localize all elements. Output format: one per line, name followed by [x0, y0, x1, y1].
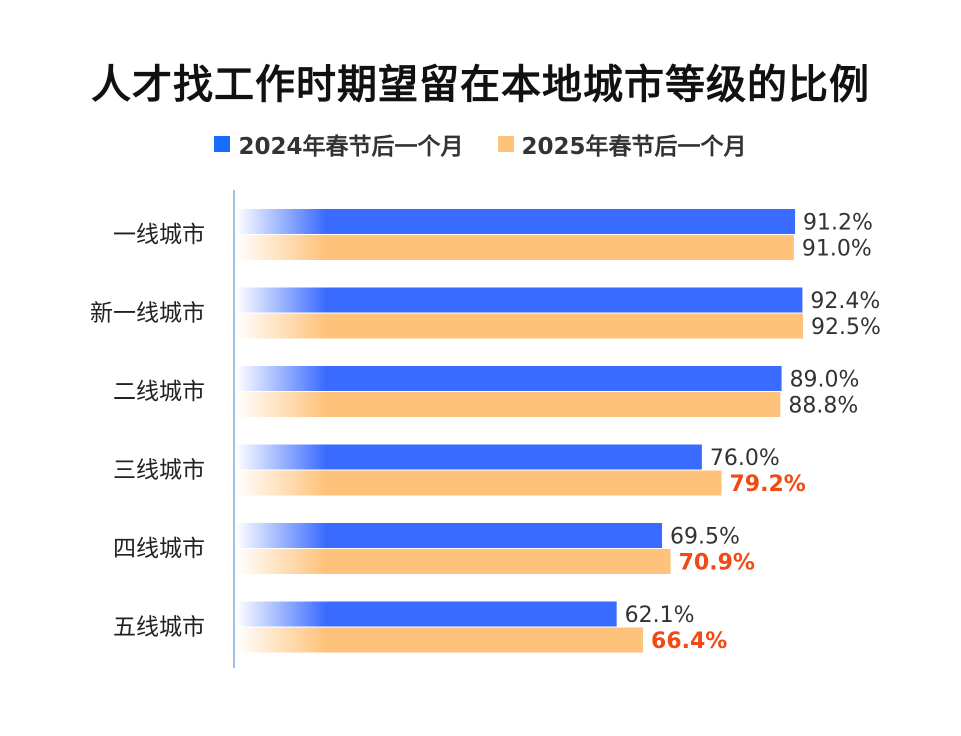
- bar-fade: [236, 287, 326, 313]
- bar-2024: [236, 209, 796, 234]
- bar-fade: [236, 523, 326, 548]
- bar-fade: [236, 209, 326, 234]
- value-label: 69.5%: [670, 525, 740, 550]
- value-label: 66.4%: [651, 629, 727, 654]
- bar-fade: [236, 366, 326, 391]
- bar-fade: [236, 549, 326, 574]
- bar-2025: [236, 235, 794, 260]
- bar-2024: [236, 366, 782, 391]
- category-label: 新一线城市: [90, 301, 205, 327]
- legend-item-2025: 2025年春节后一个月: [497, 127, 747, 161]
- chart-title: 人才找工作时期望留在本地城市等级的比例: [91, 62, 870, 108]
- bar-fade: [236, 313, 326, 339]
- category-label: 五线城市: [113, 615, 205, 641]
- value-label: 91.2%: [803, 211, 873, 236]
- bar-fade: [236, 444, 326, 470]
- legend-label-2025: 2025年春节后一个月: [521, 134, 747, 160]
- legend: 2024年春节后一个月 2025年春节后一个月: [0, 127, 961, 161]
- bar-fade: [236, 470, 326, 496]
- category-label: 三线城市: [113, 458, 205, 484]
- bar-2024: [236, 287, 803, 313]
- bar-2025: [236, 313, 804, 339]
- bar-fade: [236, 392, 326, 417]
- legend-swatch-2024: [214, 136, 231, 152]
- bar-fade: [236, 601, 326, 627]
- value-label: 70.9%: [679, 551, 755, 576]
- value-label: 79.2%: [729, 472, 805, 497]
- bar-fade: [236, 235, 326, 260]
- bar-2025: [236, 392, 781, 417]
- value-label: 76.0%: [710, 446, 780, 471]
- category-label: 四线城市: [113, 536, 205, 562]
- value-label: 91.0%: [802, 237, 872, 262]
- legend-item-2024: 2024年春节后一个月: [214, 127, 464, 161]
- legend-swatch-2025: [497, 136, 514, 152]
- category-label: 一线城市: [113, 222, 205, 248]
- value-label: 92.4%: [810, 289, 880, 314]
- category-label: 二线城市: [113, 379, 205, 405]
- bar-fade: [236, 627, 326, 653]
- value-label: 88.8%: [788, 394, 858, 419]
- legend-label-2024: 2024年春节后一个月: [238, 134, 464, 160]
- value-label: 89.0%: [790, 368, 860, 393]
- value-label: 92.5%: [811, 315, 881, 340]
- value-label: 62.1%: [625, 603, 695, 628]
